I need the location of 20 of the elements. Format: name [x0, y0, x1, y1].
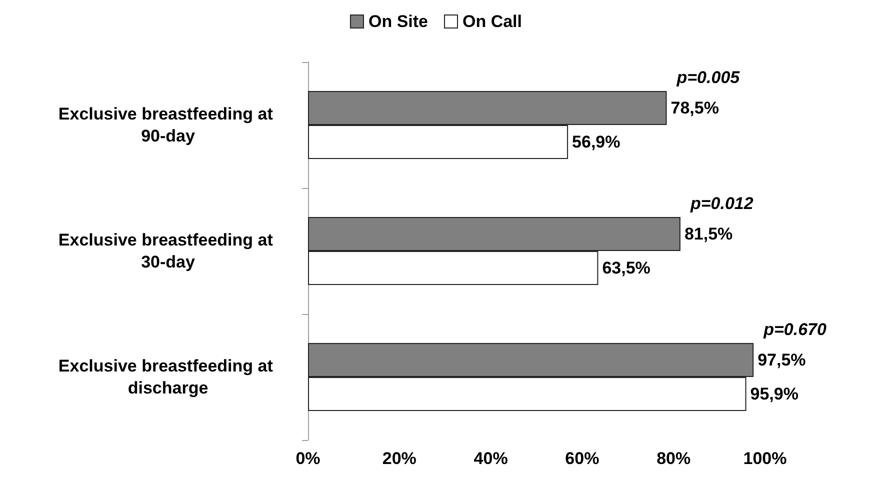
x-tick-label: 100% [743, 449, 787, 468]
annotation: p=0.012 [689, 194, 754, 213]
y-tick-label: Exclusive breastfeeding at discharge [58, 356, 278, 398]
x-tick-label: 40% [474, 449, 508, 468]
data-label: 56,9% [572, 132, 620, 152]
x-tick-label: 80% [656, 449, 691, 468]
legend-label: On Call [462, 12, 522, 31]
y-tick-label: Exclusive breastfeeding at 30-day [58, 230, 278, 272]
x-tick-label: 20% [382, 449, 416, 468]
data-label: 95,9% [750, 384, 798, 404]
data-label: 81,5% [684, 224, 733, 244]
annotation: p=0.005 [676, 68, 740, 87]
data-label: 97,5% [758, 350, 806, 370]
legend-label: On Site [368, 12, 428, 31]
annotation: p=0.670 [762, 320, 827, 339]
data-label: 63,5% [602, 258, 650, 278]
x-tick-label: 60% [565, 449, 600, 468]
y-tick-label: Exclusive breastfeeding at 90-day [58, 104, 278, 146]
x-tick-label: 0% [296, 449, 320, 468]
data-label: 78,5% [670, 98, 719, 118]
